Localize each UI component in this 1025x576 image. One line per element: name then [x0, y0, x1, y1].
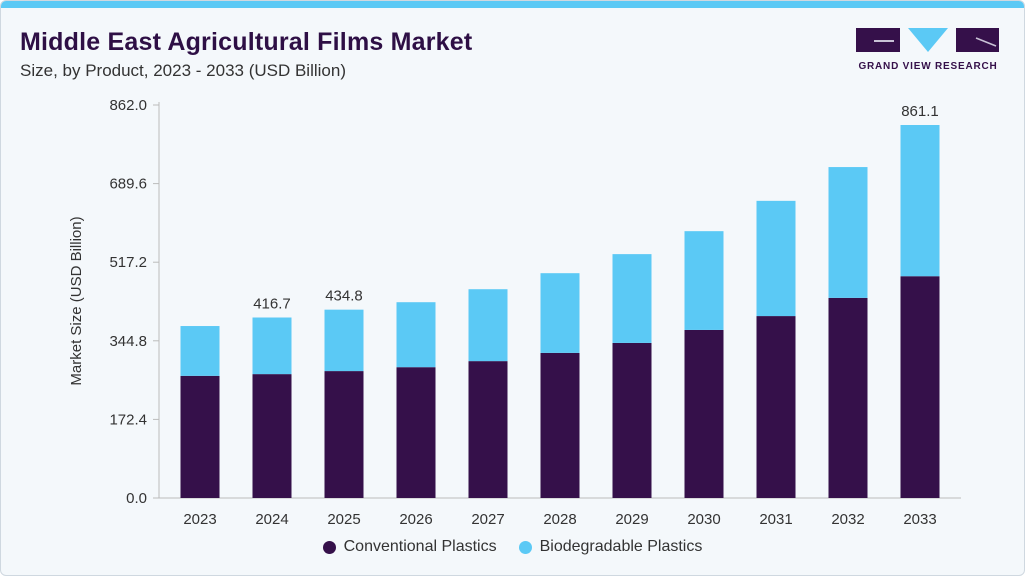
bar-biodegradable-2031 — [756, 200, 796, 317]
bar-biodegradable-2026 — [396, 302, 436, 368]
y-tick-label: 862.0 — [109, 97, 147, 114]
y-tick-label: 344.8 — [109, 333, 147, 350]
legend: Conventional Plastics Biodegradable Plas… — [1, 538, 1024, 556]
legend-swatch — [518, 540, 532, 554]
bar-conventional-2033 — [900, 276, 940, 498]
y-tick-label: 0.0 — [126, 490, 147, 507]
legend-item-biodegradable: Biodegradable Plastics — [518, 538, 703, 556]
bar-conventional-2024 — [252, 374, 292, 498]
y-axis-label: Market Size (USD Billion) — [68, 216, 85, 385]
svg-text:GRAND VIEW RESEARCH: GRAND VIEW RESEARCH — [858, 61, 997, 72]
bar-biodegradable-2030 — [684, 231, 724, 330]
y-tick-label: 517.2 — [109, 254, 147, 271]
bar-biodegradable-2027 — [468, 289, 508, 362]
x-tick-label: 2028 — [543, 511, 576, 528]
bar-biodegradable-2029 — [612, 254, 652, 343]
bar-conventional-2027 — [468, 361, 508, 498]
bar-conventional-2028 — [540, 352, 580, 498]
x-tick-label: 2027 — [471, 511, 504, 528]
bar-biodegradable-2033 — [900, 125, 940, 277]
x-tick-label: 2029 — [615, 511, 648, 528]
chart-subtitle: Size, by Product, 2023 - 2033 (USD Billi… — [20, 61, 346, 80]
bar-conventional-2030 — [684, 329, 724, 498]
bar-conventional-2029 — [612, 342, 652, 498]
bar-conventional-2032 — [828, 297, 868, 498]
legend-label: Biodegradable Plastics — [539, 538, 703, 555]
y-tick-label: 172.4 — [109, 411, 147, 428]
x-tick-label: 2030 — [687, 511, 720, 528]
bar-biodegradable-2025 — [324, 309, 364, 372]
bar-conventional-2026 — [396, 367, 436, 498]
x-tick-label: 2024 — [255, 511, 288, 528]
x-tick-label: 2026 — [399, 511, 432, 528]
chart-title: Middle East Agricultural Films Market — [20, 28, 473, 56]
legend-label: Conventional Plastics — [343, 538, 497, 555]
data-label: 861.1 — [901, 103, 939, 120]
x-tick-label: 2031 — [759, 511, 792, 528]
bar-biodegradable-2024 — [252, 317, 292, 375]
data-label: 416.7 — [253, 295, 291, 312]
bar-biodegradable-2023 — [180, 326, 220, 376]
y-tick-label: 689.6 — [109, 176, 147, 193]
x-tick-label: 2023 — [183, 511, 216, 528]
bar-conventional-2025 — [324, 371, 364, 498]
data-label: 434.8 — [325, 288, 363, 305]
bar-conventional-2023 — [180, 375, 220, 498]
bar-biodegradable-2028 — [540, 273, 580, 353]
grand-view-research-logo: GRAND VIEW RESEARCH — [856, 28, 1001, 73]
accent-bar — [1, 1, 1024, 8]
legend-item-conventional: Conventional Plastics — [322, 538, 497, 556]
bar-biodegradable-2032 — [828, 167, 868, 298]
x-tick-label: 2032 — [831, 511, 864, 528]
legend-swatch — [322, 540, 336, 554]
x-tick-label: 2033 — [903, 511, 936, 528]
x-tick-label: 2025 — [327, 511, 360, 528]
bar-conventional-2031 — [756, 316, 796, 498]
